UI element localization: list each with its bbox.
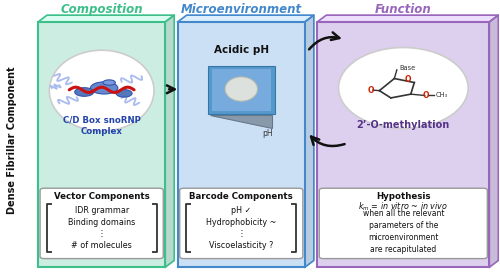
Text: pH: pH [262, 129, 273, 138]
Text: Function: Function [375, 3, 432, 16]
FancyBboxPatch shape [318, 22, 490, 267]
FancyBboxPatch shape [320, 188, 488, 259]
Text: IDR grammar: IDR grammar [74, 206, 129, 215]
Text: Dense Fibrillar Component: Dense Fibrillar Component [6, 67, 16, 214]
Polygon shape [305, 15, 314, 267]
Text: Vector Components: Vector Components [54, 192, 150, 201]
Text: Acidic pH: Acidic pH [214, 45, 269, 55]
Text: O: O [422, 91, 429, 100]
Polygon shape [210, 115, 272, 128]
Ellipse shape [50, 50, 154, 131]
Text: Base: Base [400, 65, 415, 71]
Text: CH₃: CH₃ [436, 92, 448, 99]
FancyBboxPatch shape [180, 188, 303, 259]
Text: O: O [405, 75, 411, 84]
Polygon shape [318, 15, 498, 22]
Text: Viscoelasticity ?: Viscoelasticity ? [209, 241, 274, 250]
FancyBboxPatch shape [178, 22, 305, 267]
Polygon shape [38, 15, 174, 22]
Text: C/D Box snoRNP
Complex: C/D Box snoRNP Complex [62, 116, 140, 136]
Text: ⋮: ⋮ [238, 229, 246, 238]
Text: # of molecules: # of molecules [72, 241, 132, 250]
Text: $k_m$ = $\it{in\ vitro}$ ~ $\it{in\ vivo}$: $k_m$ = $\it{in\ vitro}$ ~ $\it{in\ vivo… [358, 200, 448, 213]
Text: when all the relevant
parameters of the
microenvironment
are recapitulated: when all the relevant parameters of the … [362, 209, 444, 254]
Text: 2’-O-methylation: 2’-O-methylation [356, 120, 450, 130]
Ellipse shape [338, 47, 468, 128]
FancyBboxPatch shape [212, 69, 271, 111]
Polygon shape [490, 15, 498, 267]
Polygon shape [178, 15, 314, 22]
FancyBboxPatch shape [208, 67, 275, 113]
Ellipse shape [103, 80, 116, 85]
Text: pH ✓: pH ✓ [231, 206, 252, 215]
Text: Microenvironment: Microenvironment [180, 3, 302, 16]
Ellipse shape [90, 82, 118, 94]
FancyBboxPatch shape [40, 188, 163, 259]
Ellipse shape [74, 88, 94, 96]
Text: Hypothesis: Hypothesis [376, 192, 430, 201]
Ellipse shape [225, 77, 258, 101]
FancyBboxPatch shape [38, 22, 165, 267]
Text: Composition: Composition [60, 3, 143, 16]
Text: O: O [367, 86, 374, 95]
Polygon shape [165, 15, 174, 267]
Text: Hydrophobicity ~: Hydrophobicity ~ [206, 217, 276, 227]
Text: ⋮: ⋮ [98, 229, 106, 238]
Text: Binding domains: Binding domains [68, 217, 136, 227]
Text: Barcode Components: Barcode Components [190, 192, 293, 201]
Ellipse shape [116, 90, 132, 97]
